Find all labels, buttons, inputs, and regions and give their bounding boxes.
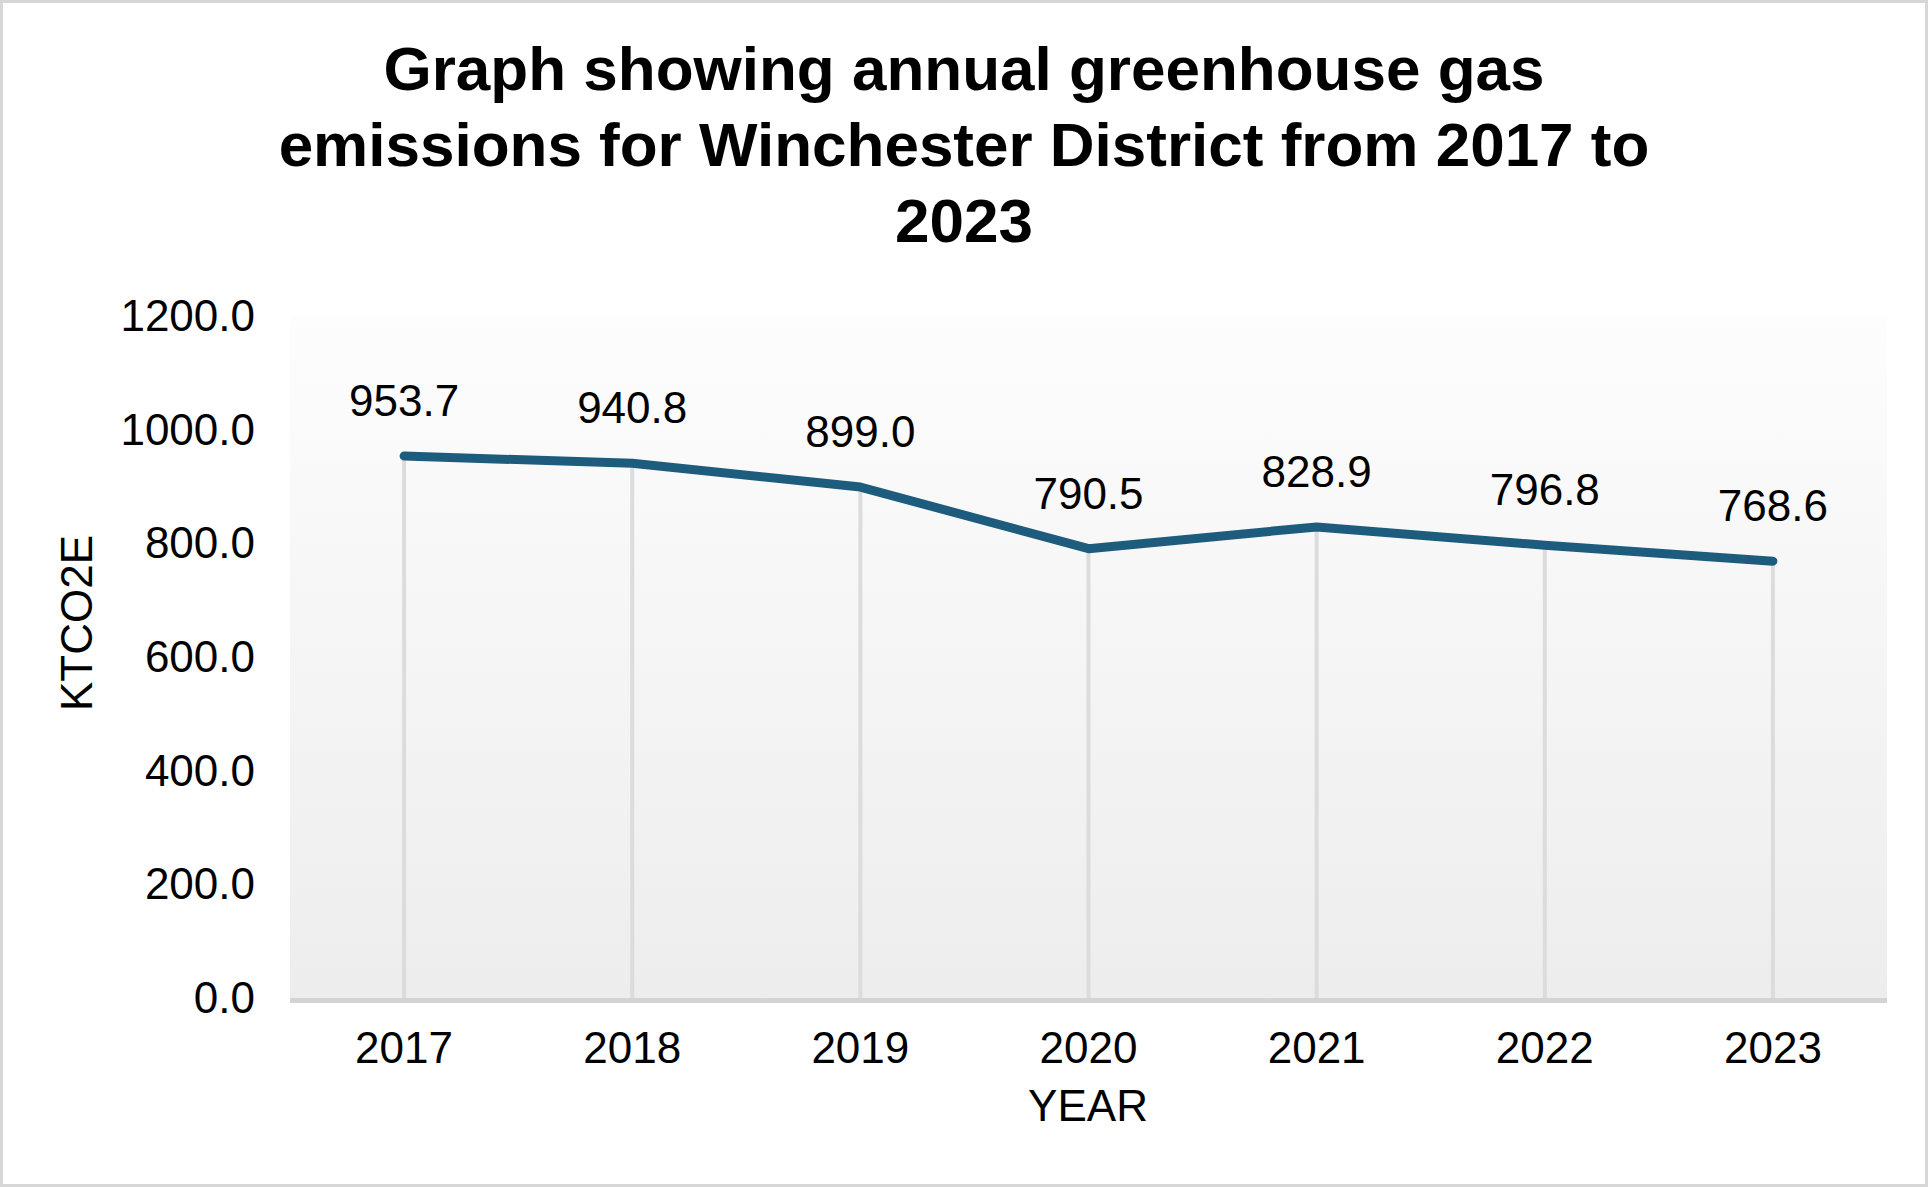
y-tick-label: 1000.0 xyxy=(3,403,255,457)
y-tick-label: 1200.0 xyxy=(3,289,255,343)
data-label: 953.7 xyxy=(349,376,459,426)
x-tick-label: 2020 xyxy=(1040,1023,1138,1073)
emissions-line-chart xyxy=(290,316,1887,998)
chart-title-line: emissions for Winchester District from 2… xyxy=(3,107,1925,183)
data-label: 796.8 xyxy=(1490,465,1600,515)
y-tick-label: 600.0 xyxy=(3,630,255,684)
x-tick-label: 2022 xyxy=(1496,1023,1594,1073)
x-tick-label: 2023 xyxy=(1724,1023,1822,1073)
data-label: 899.0 xyxy=(805,407,915,457)
x-tick-label: 2019 xyxy=(811,1023,909,1073)
data-label: 940.8 xyxy=(577,383,687,433)
y-tick-label: 400.0 xyxy=(3,744,255,798)
x-tick-label: 2018 xyxy=(583,1023,681,1073)
x-tick-label: 2021 xyxy=(1268,1023,1366,1073)
y-tick-label: 200.0 xyxy=(3,857,255,911)
y-tick-label: 0.0 xyxy=(3,971,255,1025)
x-tick-label: 2017 xyxy=(355,1023,453,1073)
chart-title: Graph showing annual greenhouse gas emis… xyxy=(3,31,1925,259)
x-axis-title: YEAR xyxy=(1028,1081,1148,1131)
chart-title-line: 2023 xyxy=(3,183,1925,259)
data-label: 828.9 xyxy=(1262,447,1372,497)
chart-title-line: Graph showing annual greenhouse gas xyxy=(3,31,1925,107)
data-label: 790.5 xyxy=(1033,469,1143,519)
data-label: 768.6 xyxy=(1718,481,1828,531)
y-tick-label: 800.0 xyxy=(3,516,255,570)
chart-page: Graph showing annual greenhouse gas emis… xyxy=(0,0,1928,1187)
plot-area: 953.7 940.8 899.0 790.5 828.9 796.8 768.6 xyxy=(290,316,1887,1003)
